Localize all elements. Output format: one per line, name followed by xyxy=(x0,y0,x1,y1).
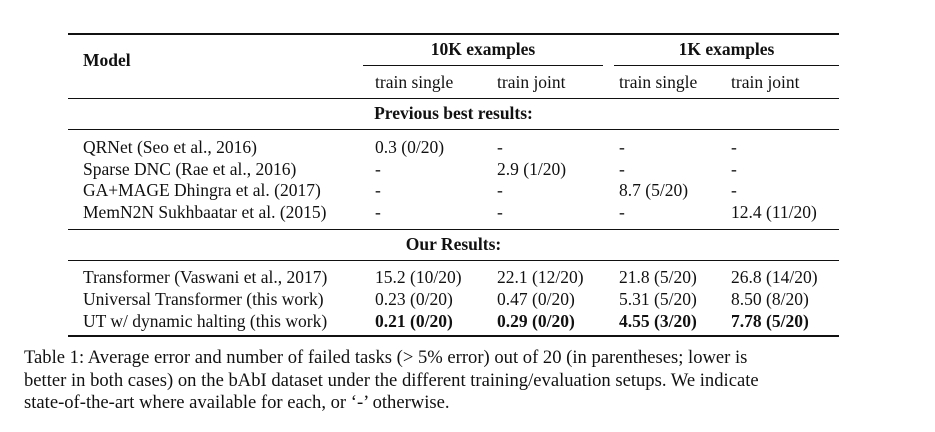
row-value-best: 0.29 (0/20) xyxy=(497,311,575,331)
header-1k-examples: 1K examples xyxy=(678,39,775,59)
row-value: 22.1 (12/20) xyxy=(497,267,584,287)
section2-top-rule xyxy=(68,229,839,230)
subheader-10k-train-joint: train joint xyxy=(497,72,566,92)
subheader-1k-train-joint: train joint xyxy=(731,72,800,92)
section-title-our-results: Our Results: xyxy=(405,234,502,254)
row-value: - xyxy=(619,137,625,157)
row-value: 0.47 (0/20) xyxy=(497,289,575,309)
row-value: - xyxy=(375,159,381,179)
row-value: 12.4 (11/20) xyxy=(731,202,817,222)
row-value: 5.31 (5/20) xyxy=(619,289,697,309)
row-value: - xyxy=(731,159,737,179)
section-title-previous-best: Previous best results: xyxy=(374,103,533,123)
row-value: 8.50 (8/20) xyxy=(731,289,809,309)
row-model: GA+MAGE Dhingra et al. (2017) xyxy=(83,180,321,200)
row-value: - xyxy=(375,180,381,200)
row-value: - xyxy=(731,180,737,200)
row-model: UT w/ dynamic halting (this work) xyxy=(83,311,328,331)
group-1k-rule xyxy=(614,65,839,66)
row-value-best: 7.78 (5/20) xyxy=(731,311,809,331)
caption-line: better in both cases) on the bAbI datase… xyxy=(24,369,759,391)
row-value: 2.9 (1/20) xyxy=(497,159,567,179)
table-top-rule xyxy=(68,33,839,35)
section1-title-rule xyxy=(68,129,839,130)
row-model: Sparse DNC (Rae et al., 2016) xyxy=(83,159,297,179)
row-value: - xyxy=(497,137,503,157)
row-model: QRNet (Seo et al., 2016) xyxy=(83,137,257,157)
section2-title-rule xyxy=(68,260,839,261)
row-model: Transformer (Vaswani et al., 2017) xyxy=(83,267,328,287)
row-value: 15.2 (10/20) xyxy=(375,267,462,287)
caption-line: Table 1: Average error and number of fai… xyxy=(24,347,748,368)
row-value: - xyxy=(497,180,503,200)
group-10k-rule xyxy=(363,65,603,66)
table-caption: Table 1: Average error and number of fai… xyxy=(24,347,914,415)
row-value: - xyxy=(731,137,737,157)
subheader-10k-train-single: train single xyxy=(375,72,454,92)
row-value: - xyxy=(619,202,625,222)
header-model: Model xyxy=(83,50,131,70)
row-value: 21.8 (5/20) xyxy=(619,267,697,287)
row-value-best: 0.21 (0/20) xyxy=(375,311,453,331)
row-value: - xyxy=(497,202,503,222)
row-value: 0.23 (0/20) xyxy=(375,289,453,309)
header-bottom-rule xyxy=(68,98,839,99)
row-value: - xyxy=(375,202,381,222)
table-bottom-rule xyxy=(68,335,839,337)
row-value: 0.3 (0/20) xyxy=(375,137,445,157)
row-model: Universal Transformer (this work) xyxy=(83,289,324,309)
row-value: 8.7 (5/20) xyxy=(619,180,689,200)
header-10k-examples: 10K examples xyxy=(430,39,536,59)
subheader-1k-train-single: train single xyxy=(619,72,698,92)
row-value: 26.8 (14/20) xyxy=(731,267,818,287)
row-value: - xyxy=(619,159,625,179)
row-value-best: 4.55 (3/20) xyxy=(619,311,697,331)
row-model: MemN2N Sukhbaatar et al. (2015) xyxy=(83,202,327,222)
caption-line: state-of-the-art where available for eac… xyxy=(24,392,450,413)
